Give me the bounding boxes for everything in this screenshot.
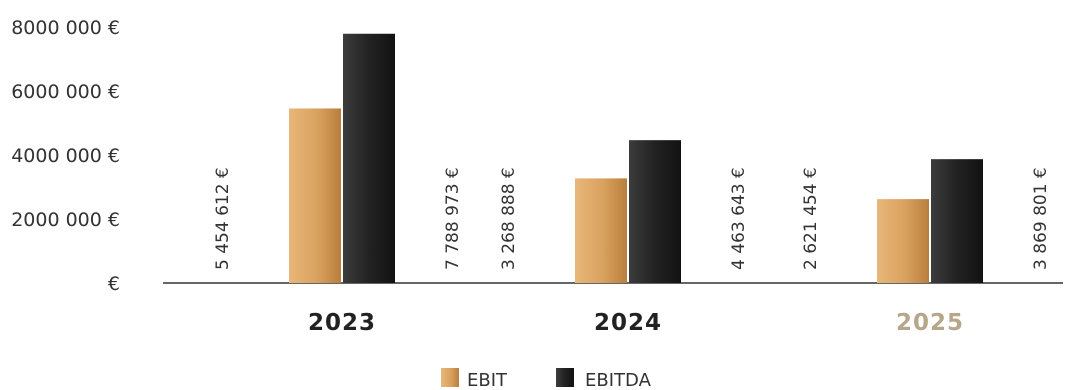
y-tick-label: 4000 000 €: [11, 145, 120, 167]
bar-ebitda-2025: [931, 159, 983, 283]
y-tick-label: 8000 000 €: [11, 17, 120, 39]
y-axis: €2000 000 € 4000 000 € 6000 000 € 8000 000 …: [11, 17, 120, 295]
x-tick-label-2024: 2024: [594, 310, 662, 336]
y-tick-label: €: [108, 273, 120, 295]
legend-label-ebitda: EBITDA: [585, 370, 652, 390]
bar-ebitda-2023: [343, 33, 395, 283]
legend-swatch-ebitda: [556, 368, 574, 387]
x-axis: 2023 2024 2025: [308, 310, 964, 336]
bar-ebit-2025: [877, 199, 929, 283]
y-tick-label: 6000 000 €: [11, 81, 120, 103]
value-label-ebit-2025: 2 621 454 €: [801, 167, 821, 270]
value-labels-group: 5 454 612 € 7 788 973 € 3 268 888 € 4 463 6…: [213, 167, 1051, 270]
bars-group: [289, 33, 983, 283]
bar-ebitda-2024: [629, 140, 681, 283]
legend: EBIT EBITDA: [441, 368, 652, 390]
bar-ebit-2024: [575, 178, 627, 283]
legend-label-ebit: EBIT: [467, 370, 508, 390]
y-tick-label: 2000 000 €: [11, 209, 120, 231]
value-label-ebitda-2025: 3 869 801 €: [1031, 167, 1051, 270]
bar-ebit-2023: [289, 108, 341, 283]
value-label-ebitda-2023: 7 788 973 €: [443, 167, 463, 270]
value-label-ebitda-2024: 4 463 643 €: [729, 167, 749, 270]
value-label-ebit-2024: 3 268 888 €: [499, 167, 519, 270]
x-tick-label-2025: 2025: [896, 310, 964, 336]
x-tick-label-2023: 2023: [308, 310, 376, 336]
value-label-ebit-2023: 5 454 612 €: [213, 167, 233, 270]
legend-swatch-ebit: [441, 368, 459, 387]
